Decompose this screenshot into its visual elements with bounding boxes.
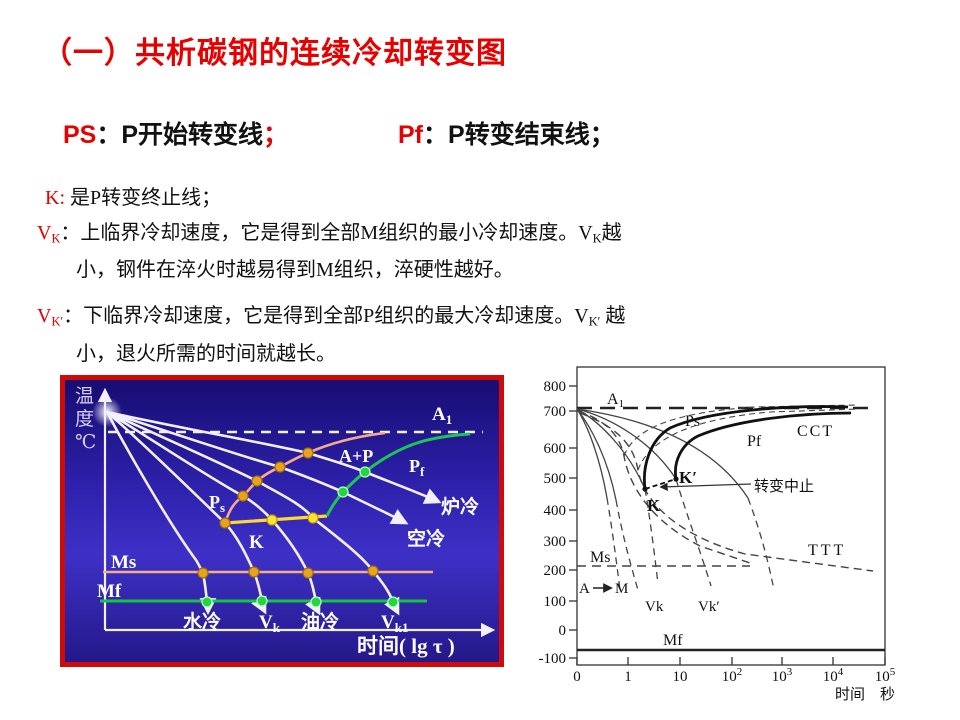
svg-text:500: 500: [544, 471, 567, 487]
ps-definition: PS：P开始转变线；: [63, 121, 289, 149]
label-k: K: [647, 496, 661, 515]
label-ps: Ps: [685, 413, 700, 430]
left-cct-diagram-frame: 温 度 ℃ A1 A+P Pf Ps K 炉冷 空冷 Ms Mf 水冷 Vk 油…: [60, 375, 504, 667]
svg-text:100: 100: [544, 594, 567, 610]
y-axis-label-char1: 温: [75, 385, 94, 407]
label-pf: Pf: [409, 456, 425, 479]
yellow-intersection-dots: [266, 512, 319, 526]
page-title: （一）共析碳钢的连续冷却转变图: [42, 37, 507, 70]
svg-text:104: 104: [823, 666, 844, 685]
label-mf: Mf: [97, 581, 122, 602]
y-axis-label-char2: 度: [75, 408, 94, 430]
label-ms: Ms: [590, 549, 610, 566]
vk-definition-line2: 小，钢件在淬火时越易得到M组织，淬硬性越好。: [76, 259, 514, 281]
vk-prime-curve: [576, 408, 677, 480]
x-axis-label: 时间( lg τ ): [357, 634, 455, 658]
label-a1: A1: [607, 391, 624, 410]
y-axis-label-char3: ℃: [75, 432, 96, 453]
vk-prime-definition-line2: 小，退火所需的时间就越长。: [76, 343, 336, 365]
green-intersection-dots: [201, 466, 399, 608]
svg-text:103: 103: [772, 666, 793, 685]
label-oil-cooling: 油冷: [301, 610, 339, 633]
left-cct-diagram: 温 度 ℃ A1 A+P Pf Ps K 炉冷 空冷 Ms Mf 水冷 Vk 油…: [65, 380, 499, 662]
label-pf: Pf: [747, 433, 762, 450]
x-tick-marks: [576, 657, 886, 665]
svg-text:700: 700: [544, 404, 567, 420]
label-a-plus-p: A+P: [339, 446, 373, 466]
svg-text:300: 300: [544, 534, 567, 550]
label-vk: Vk: [259, 612, 281, 635]
vk-prime-definition-line1: VK′：下临界冷却速度，它是得到全部P组织的最大冷却速度。VK′ 越: [37, 305, 626, 329]
furnace-cooling-curve: [106, 410, 442, 504]
svg-text:400: 400: [544, 503, 567, 519]
label-air-cooling: 空冷: [407, 527, 445, 550]
svg-text:1: 1: [624, 669, 632, 685]
label-water-cooling: 水冷: [183, 610, 221, 633]
k-definition: K: 是P转变终止线；: [45, 187, 222, 209]
cct-pf-curve: [674, 411, 852, 480]
transformation-stop-arrow: [659, 482, 752, 491]
label-k-prime: K′: [679, 468, 697, 487]
svg-text:0: 0: [573, 669, 581, 685]
label-a: A: [579, 581, 590, 597]
svg-text:-100: -100: [539, 651, 567, 667]
x-tick-labels: 0 1 10 102 103 104 105: [573, 666, 896, 685]
svg-text:10: 10: [673, 669, 688, 685]
y-tick-labels: 800 700 600 500 400 300 200 100 0 -100: [539, 379, 567, 667]
svg-text:0: 0: [559, 623, 567, 639]
label-ttt: TTT: [808, 542, 846, 559]
air-cooling-curve: [106, 410, 409, 525]
cct-ps-curve: [643, 405, 849, 490]
k-point: [642, 486, 648, 492]
pf-definition: Pf：P转变结束线；: [398, 121, 615, 149]
y-tick-marks: [569, 385, 577, 659]
label-mf: Mf: [663, 632, 683, 649]
svg-text:800: 800: [544, 379, 567, 395]
label-k: K: [249, 532, 264, 553]
svg-text:200: 200: [544, 563, 567, 579]
label-a1: A1: [432, 404, 452, 427]
svg-text:600: 600: [544, 441, 567, 457]
right-cct-ttt-chart: 800 700 600 500 400 300 200 100 0 -100 0…: [539, 366, 896, 703]
vk-definition-line1: VK：上临界冷却速度，它是得到全部M组织的最小冷却速度。VK越: [37, 222, 622, 246]
svg-text:105: 105: [875, 666, 896, 685]
label-furnace-cooling: 炉冷: [441, 495, 479, 518]
x-axis-label: 时间 秒: [835, 686, 895, 703]
label-ms: Ms: [111, 552, 136, 573]
ttt-curves: [577, 404, 874, 572]
label-m: M: [615, 581, 628, 597]
label-vk: Vk: [645, 599, 664, 615]
label-ps: Ps: [209, 492, 225, 515]
label-vk-prime: Vk′: [698, 599, 720, 615]
k-prime-point: [673, 476, 679, 482]
label-transformation-stop: 转变中止: [754, 478, 814, 495]
label-cct: CCT: [797, 423, 834, 440]
svg-text:102: 102: [722, 666, 743, 685]
label-vk1: Vk1: [381, 612, 408, 635]
orange-intersection-dots: [197, 447, 379, 579]
